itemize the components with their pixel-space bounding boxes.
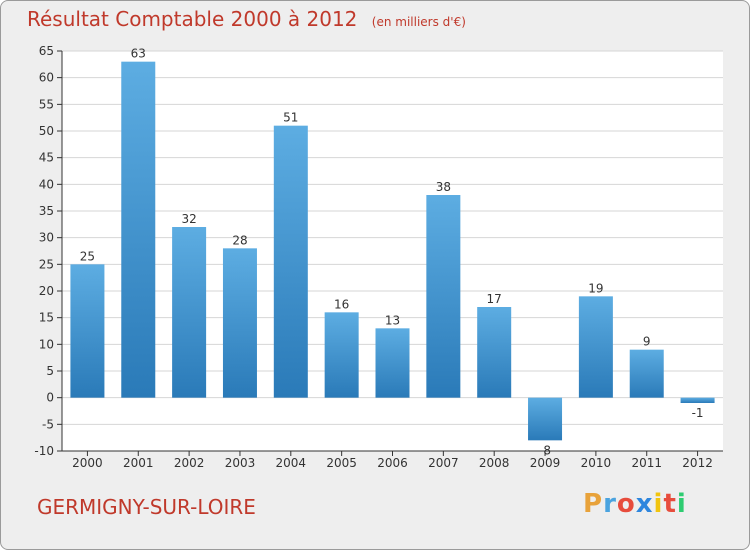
y-tick-label: 10 [39,337,54,351]
data-label: 13 [385,313,400,327]
y-tick-label: 5 [46,364,54,378]
x-tick-label: 2005 [326,456,357,470]
x-tick-label: 2007 [428,456,459,470]
y-tick-label: 0 [46,391,54,405]
bar [172,227,207,398]
data-label: 38 [436,180,451,194]
data-label: 17 [487,292,502,306]
town-name: GERMIGNY-SUR-LOIRE [37,495,256,519]
data-label: 9 [643,335,651,349]
bar [426,195,461,398]
bar [121,61,156,398]
x-tick-label: 2010 [581,456,612,470]
y-tick-label: 40 [39,177,54,191]
x-tick-label: 2009 [530,456,561,470]
data-label: 25 [80,249,95,263]
x-tick-label: 2008 [479,456,510,470]
bar [70,264,105,398]
data-label: -1 [692,406,704,420]
y-tick-label: 35 [39,204,54,218]
x-tick-label: 2012 [682,456,713,470]
logo-letter: i [676,489,687,519]
bar [578,296,613,398]
logo-letter: o [616,489,636,519]
y-tick-label: -10 [34,444,54,458]
y-tick-label: 30 [39,231,54,245]
bar [477,307,512,398]
y-tick-label: 50 [39,124,54,138]
logo-letter: r [603,489,617,519]
logo-letter: i [653,489,664,519]
x-tick-label: 2003 [225,456,256,470]
bar [273,125,308,398]
x-tick-label: 2002 [174,456,205,470]
data-label: 32 [181,212,196,226]
y-tick-label: 60 [39,71,54,85]
x-tick-label: 2001 [123,456,154,470]
bar [324,312,359,398]
data-label: 63 [131,47,146,61]
data-label: 16 [334,297,349,311]
chart-title: Résultat Comptable 2000 à 2012 (en milli… [27,7,466,31]
bar [375,328,410,398]
data-label: 51 [283,111,298,125]
chart-title-text: Résultat Comptable 2000 à 2012 [27,7,358,31]
x-tick-label: 2004 [276,456,307,470]
y-tick-label: 45 [39,151,54,165]
bar [222,248,257,398]
y-tick-label: 55 [39,97,54,111]
logo-letter: t [663,489,677,519]
bar [629,349,664,398]
proxiti-logo: Proxiti [583,489,687,519]
x-tick-label: 2011 [631,456,662,470]
data-label: -8 [539,443,551,457]
x-tick-label: 2000 [72,456,103,470]
y-tick-label: 65 [39,44,54,58]
logo-letter: P [583,489,604,519]
bar [680,397,715,403]
logo-letter: x [635,489,654,519]
data-label: 19 [588,281,603,295]
bar [528,397,563,441]
data-label: 28 [232,233,247,247]
chart-unit-label: (en milliers d'€) [371,15,466,29]
y-tick-label: 15 [39,311,54,325]
y-tick-label: 20 [39,284,54,298]
y-tick-label: 25 [39,257,54,271]
y-tick-label: -5 [42,417,54,431]
x-tick-label: 2006 [377,456,408,470]
